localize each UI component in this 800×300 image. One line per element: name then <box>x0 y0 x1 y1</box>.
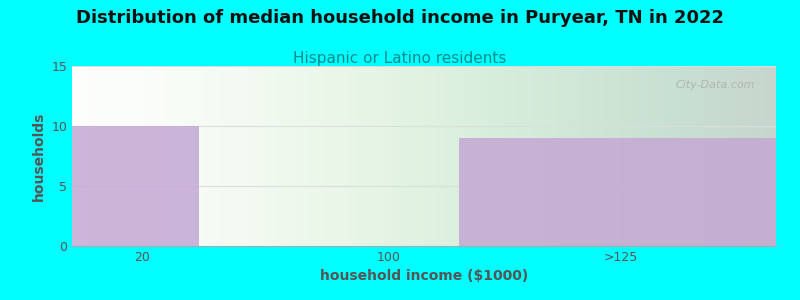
Bar <box>72 126 198 246</box>
X-axis label: household income ($1000): household income ($1000) <box>320 269 528 284</box>
Text: City-Data.com: City-Data.com <box>675 80 755 90</box>
Text: Distribution of median household income in Puryear, TN in 2022: Distribution of median household income … <box>76 9 724 27</box>
Text: Hispanic or Latino residents: Hispanic or Latino residents <box>294 51 506 66</box>
Y-axis label: households: households <box>32 111 46 201</box>
Bar <box>459 138 776 246</box>
